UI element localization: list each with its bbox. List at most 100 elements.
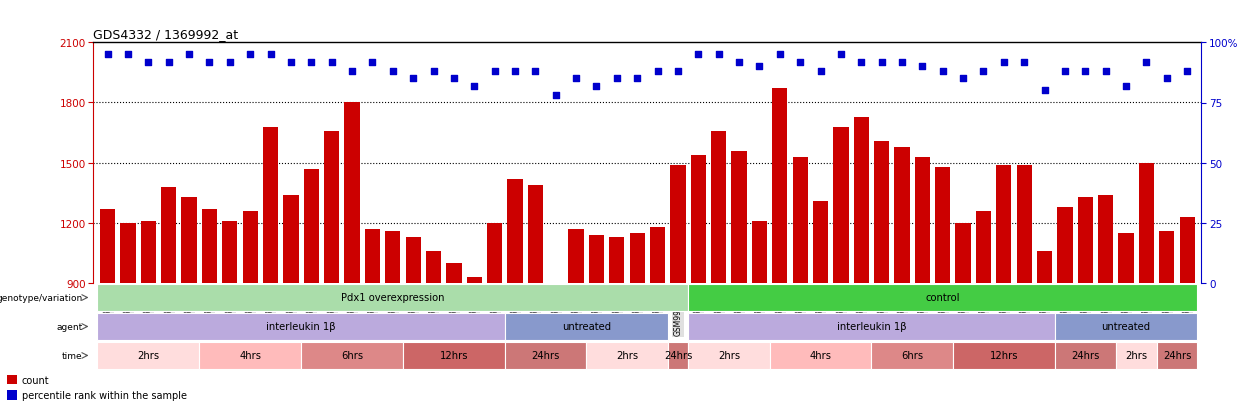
Text: percentile rank within the sample: percentile rank within the sample	[22, 390, 187, 400]
Bar	[97, 284, 688, 311]
Point	[974, 69, 994, 76]
Text: 24hrs: 24hrs	[1071, 351, 1099, 361]
Bar	[141, 221, 156, 283]
Text: time: time	[62, 351, 82, 360]
Point	[1157, 76, 1177, 83]
Text: 4hrs: 4hrs	[239, 351, 261, 361]
Bar	[996, 165, 1011, 283]
Bar	[688, 342, 769, 369]
Point	[97, 52, 117, 59]
Bar	[569, 229, 584, 283]
Bar	[1139, 163, 1154, 283]
Point	[893, 59, 913, 66]
Point	[852, 59, 871, 66]
Bar	[446, 263, 462, 283]
Point	[688, 52, 708, 59]
Bar	[711, 131, 726, 283]
Bar	[1098, 195, 1113, 283]
Text: interleukin 1β: interleukin 1β	[837, 322, 906, 332]
Point	[342, 69, 362, 76]
Bar	[504, 342, 586, 369]
Point	[1035, 88, 1055, 95]
Point	[1096, 69, 1116, 76]
Bar	[365, 229, 380, 283]
Bar	[6, 375, 17, 384]
Point	[382, 69, 402, 76]
Bar	[1078, 197, 1093, 283]
Text: 4hrs: 4hrs	[809, 351, 832, 361]
Bar	[688, 284, 1198, 311]
Text: 2hrs: 2hrs	[718, 351, 740, 361]
Bar	[426, 251, 441, 283]
Bar	[97, 342, 199, 369]
Bar	[161, 187, 177, 283]
Text: 2hrs: 2hrs	[137, 351, 159, 361]
Point	[321, 59, 341, 66]
Point	[1076, 69, 1096, 76]
Bar	[487, 223, 502, 283]
Bar	[874, 141, 889, 283]
Text: 24hrs: 24hrs	[532, 351, 560, 361]
Bar	[548, 283, 564, 293]
Bar	[100, 209, 116, 283]
Point	[994, 59, 1013, 66]
Bar	[1057, 207, 1073, 283]
Point	[362, 59, 382, 66]
Bar	[1055, 342, 1116, 369]
Bar	[935, 167, 950, 283]
Text: genotype/variation: genotype/variation	[0, 293, 82, 302]
Point	[810, 69, 830, 76]
Bar	[854, 117, 869, 283]
Point	[627, 76, 647, 83]
Point	[566, 76, 586, 83]
Point	[199, 59, 219, 66]
Text: count: count	[22, 375, 50, 385]
Point	[586, 83, 606, 90]
Bar	[609, 237, 625, 283]
Point	[1137, 59, 1157, 66]
Text: 2hrs: 2hrs	[616, 351, 639, 361]
Bar	[243, 211, 258, 283]
Point	[1055, 69, 1074, 76]
Bar	[222, 221, 238, 283]
Text: control: control	[925, 293, 960, 303]
Bar	[284, 195, 299, 283]
Bar	[324, 131, 340, 283]
Bar	[385, 231, 401, 283]
Bar	[813, 201, 828, 283]
Point	[1015, 59, 1035, 66]
Point	[669, 69, 688, 76]
Point	[118, 52, 138, 59]
Text: agent: agent	[56, 322, 82, 331]
Point	[1178, 69, 1198, 76]
Bar	[202, 209, 217, 283]
Bar	[263, 127, 278, 283]
Point	[444, 76, 464, 83]
Bar	[894, 147, 910, 283]
Bar	[586, 342, 667, 369]
Point	[423, 69, 443, 76]
Bar	[667, 342, 688, 369]
Bar	[1159, 231, 1174, 283]
Text: untreated: untreated	[561, 322, 611, 332]
Point	[606, 76, 626, 83]
Bar	[691, 155, 706, 283]
Bar	[630, 233, 645, 283]
Bar	[589, 235, 604, 283]
Point	[159, 59, 179, 66]
Bar	[304, 169, 319, 283]
Point	[281, 59, 301, 66]
Bar	[1157, 342, 1198, 369]
Bar	[952, 342, 1055, 369]
Text: 6hrs: 6hrs	[341, 351, 364, 361]
Text: 24hrs: 24hrs	[1163, 351, 1191, 361]
Bar	[467, 277, 482, 283]
Point	[749, 64, 769, 71]
Bar	[406, 237, 421, 283]
Point	[545, 93, 565, 100]
Bar	[182, 197, 197, 283]
Point	[769, 52, 789, 59]
Point	[933, 69, 952, 76]
Bar	[1055, 313, 1198, 340]
Bar	[1118, 233, 1134, 283]
